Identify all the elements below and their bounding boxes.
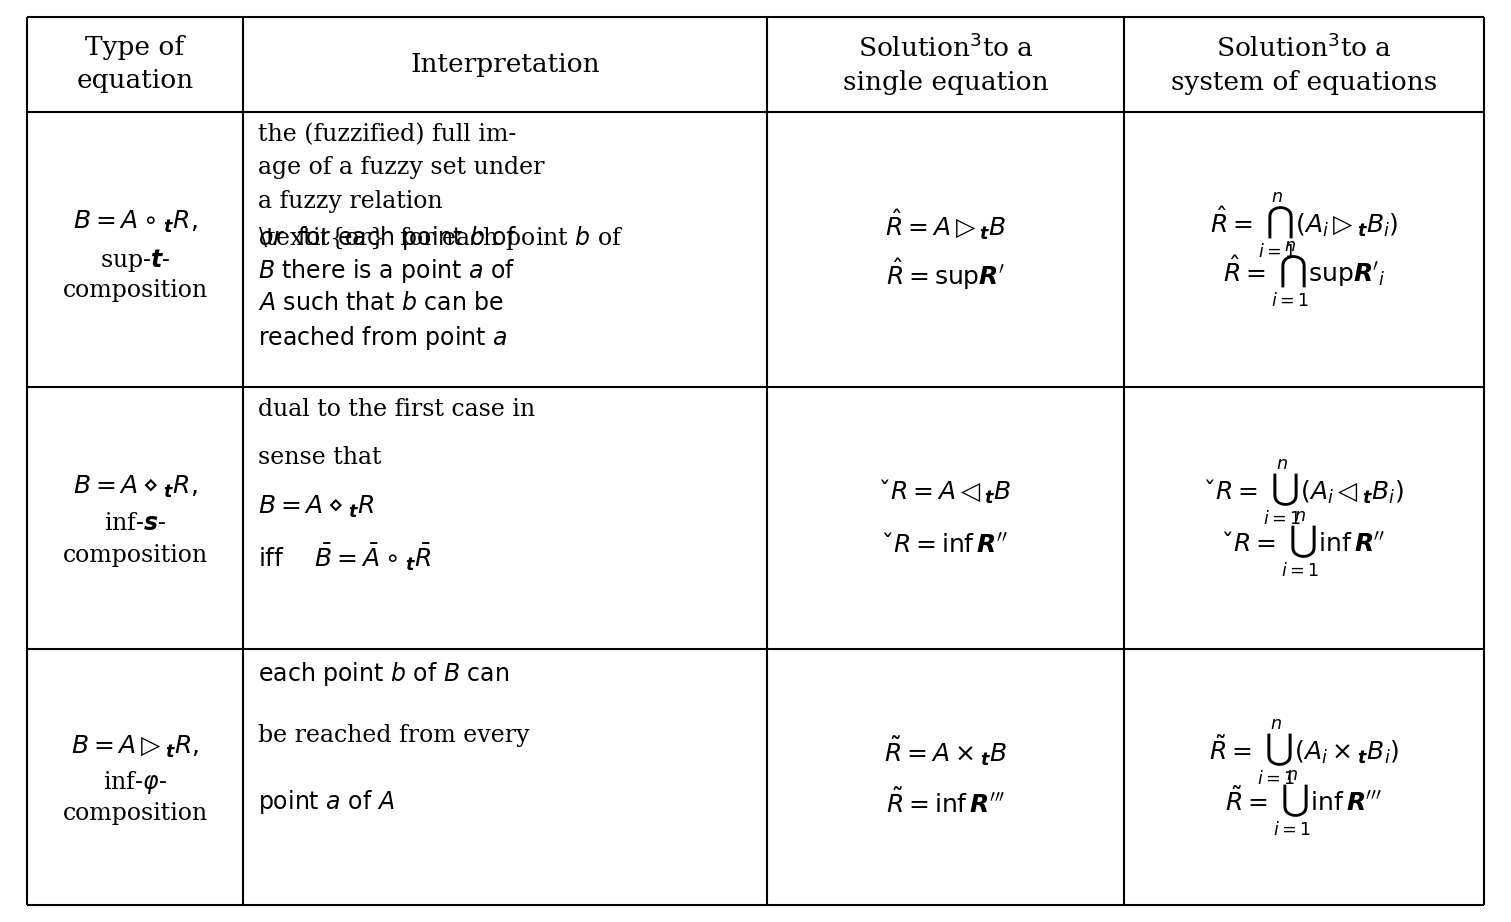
Text: $\check{R} = \inf \boldsymbol{R}''$: $\check{R} = \inf \boldsymbol{R}''$ [884, 533, 1008, 557]
Text: each point $b$ of $B$ can: each point $b$ of $B$ can [258, 660, 509, 689]
Text: $\hat{R} = A \rhd_{\boldsymbol{t}} B$: $\hat{R} = A \rhd_{\boldsymbol{t}} B$ [885, 207, 1006, 242]
Text: $B = A \diamond_{\boldsymbol{t}} R$: $B = A \diamond_{\boldsymbol{t}} R$ [258, 493, 375, 520]
Text: $B = A \diamond_{\boldsymbol{t}} R,$: $B = A \diamond_{\boldsymbol{t}} R,$ [73, 474, 198, 500]
Text: $B = A \rhd_{\boldsymbol{t}} R,$: $B = A \rhd_{\boldsymbol{t}} R,$ [71, 734, 199, 760]
Text: Interpretation: Interpretation [409, 52, 600, 77]
Text: $\tilde{R} = \inf \boldsymbol{R}'''$: $\tilde{R} = \inf \boldsymbol{R}'''$ [885, 788, 1005, 818]
Text: $\check{R} = \bigcup_{i=1}^{n} \inf \boldsymbol{R}''$: $\check{R} = \bigcup_{i=1}^{n} \inf \bol… [1222, 510, 1386, 580]
Text: $\hat{R} = \bigcap_{i=1}^{n}(A_i \rhd_{\boldsymbol{t}} B_i)$: $\hat{R} = \bigcap_{i=1}^{n}(A_i \rhd_{\… [1210, 190, 1398, 260]
Text: $\hat{R} = \sup \boldsymbol{R}'$: $\hat{R} = \sup \boldsymbol{R}'$ [885, 256, 1005, 292]
Text: dual to the first case in: dual to the first case in [258, 398, 535, 421]
Text: point $a$ of $A$: point $a$ of $A$ [258, 788, 394, 817]
Text: Solution$^3$to a
system of equations: Solution$^3$to a system of equations [1171, 33, 1437, 95]
Text: \textit{or}  for each point $b$ of: \textit{or} for each point $b$ of [258, 223, 624, 252]
Text: inf-$\boldsymbol{s}$-: inf-$\boldsymbol{s}$- [104, 512, 166, 535]
Text: iff $\quad \bar{B} = \bar{A} \circ_{\boldsymbol{t}} \bar{R}$: iff $\quad \bar{B} = \bar{A} \circ_{\bol… [258, 541, 431, 573]
Text: $B = A \circ_{\boldsymbol{t}} R,$: $B = A \circ_{\boldsymbol{t}} R,$ [73, 208, 198, 235]
Text: reached from point $a$: reached from point $a$ [258, 325, 508, 352]
Text: $\check{R} = \bigcup_{i=1}^{n}(A_i \lhd_{\boldsymbol{t}} B_i)$: $\check{R} = \bigcup_{i=1}^{n}(A_i \lhd_… [1204, 457, 1404, 527]
Text: composition: composition [62, 544, 207, 566]
Text: $\tilde{R} = A \times_{\boldsymbol{t}} B$: $\tilde{R} = A \times_{\boldsymbol{t}} B… [884, 735, 1006, 768]
Text: Solution$^3$to a
single equation: Solution$^3$to a single equation [843, 33, 1049, 95]
Text: Type of
equation: Type of equation [77, 35, 193, 93]
Text: sup-$\boldsymbol{t}$-: sup-$\boldsymbol{t}$- [100, 247, 171, 274]
Text: a fuzzy relation: a fuzzy relation [258, 190, 443, 213]
Text: $\check{R} = A \lhd_{\boldsymbol{t}} B$: $\check{R} = A \lhd_{\boldsymbol{t}} B$ [879, 478, 1011, 506]
Text: composition: composition [62, 279, 207, 302]
Text: $B$ there is a point $a$ of: $B$ there is a point $a$ of [258, 257, 515, 285]
Text: sense that: sense that [258, 446, 381, 469]
Text: the (fuzzified) full im-: the (fuzzified) full im- [258, 123, 517, 146]
Text: composition: composition [62, 802, 207, 825]
Text: $\hat{R} = \bigcap_{i=1}^{n} \sup \boldsymbol{R}'_i$: $\hat{R} = \bigcap_{i=1}^{n} \sup \bolds… [1222, 240, 1386, 309]
Text: be reached from every: be reached from every [258, 725, 529, 748]
Text: $\tilde{R} = \bigcup_{i=1}^{n} \inf \boldsymbol{R}'''$: $\tilde{R} = \bigcup_{i=1}^{n} \inf \bol… [1225, 768, 1383, 838]
Text: age of a fuzzy set under: age of a fuzzy set under [258, 157, 544, 180]
Text: $\mathit{or}$  for each point $b$ of: $\mathit{or}$ for each point $b$ of [258, 223, 517, 252]
Text: $\tilde{R} = \bigcup_{i=1}^{n}(A_i \times_{\boldsymbol{t}} B_i)$: $\tilde{R} = \bigcup_{i=1}^{n}(A_i \time… [1209, 717, 1399, 786]
Text: inf-$\varphi$-: inf-$\varphi$- [103, 769, 168, 796]
Text: $A$ such that $b$ can be: $A$ such that $b$ can be [258, 290, 503, 314]
